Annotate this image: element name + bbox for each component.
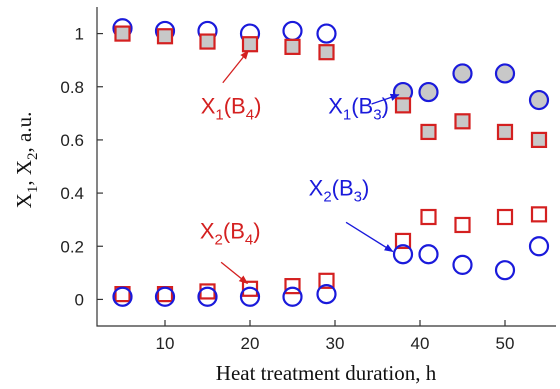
data-point-square: [284, 278, 301, 295]
data-point-square: [496, 208, 514, 226]
annotation-arrow: [220, 261, 249, 285]
annotation-arrow: [345, 221, 394, 253]
data-point-square: [241, 280, 259, 297]
axes: 10 20 30 40 50 0 0.2 0.4 0.6 0.8 1: [60, 7, 556, 353]
data-marks: [112, 18, 550, 307]
data-point-square: [318, 272, 335, 289]
data-point-square: [318, 44, 335, 61]
data-point-circle: [282, 286, 303, 307]
y-tick-label: 0: [75, 290, 84, 309]
annotation-label: X2(B4): [200, 218, 261, 248]
data-point-square: [284, 38, 301, 55]
data-point-square: [496, 123, 514, 141]
annotations: X1(B4) X1(B3) X2(B4) X2(B3): [200, 50, 400, 285]
data-point-square: [530, 131, 548, 149]
data-point-square: [199, 33, 216, 50]
data-point-circle: [418, 244, 439, 265]
data-point-circle: [154, 286, 176, 307]
annotation-label: X1(B4): [201, 93, 262, 123]
x-tick-label: 30: [326, 334, 345, 353]
data-point-square: [156, 28, 174, 45]
data-point-square: [114, 25, 131, 42]
data-point-circle: [494, 260, 516, 281]
data-point-circle: [392, 244, 414, 265]
data-point-circle: [494, 63, 516, 84]
data-point-square: [454, 113, 471, 130]
data-point-circle: [528, 236, 550, 257]
y-tick-label: 0.2: [60, 237, 84, 256]
data-point-circle: [452, 63, 473, 84]
data-point-circle: [239, 286, 261, 307]
data-point-circle: [528, 89, 550, 111]
annotation-arrow: [371, 93, 400, 105]
annotation-arrow: [222, 50, 249, 84]
axis-frame: [96, 7, 556, 327]
data-point-circle: [112, 286, 133, 307]
data-point-circle: [197, 286, 218, 307]
annotation-label: X2(B3): [309, 176, 370, 206]
annotation-label: X1(B3): [328, 93, 389, 123]
data-point-square: [394, 232, 412, 250]
data-point-circle: [316, 23, 337, 44]
data-point-square: [454, 216, 471, 234]
data-point-square: [420, 123, 437, 141]
y-tick-label: 0.8: [60, 78, 84, 97]
data-point-square: [530, 206, 548, 223]
data-point-circle: [316, 284, 337, 305]
data-point-square: [394, 97, 412, 114]
data-point-square: [420, 208, 437, 226]
data-point-circle: [282, 20, 303, 42]
x-axis-title: Heat treatment duration, h: [216, 361, 437, 385]
x-tick-label: 40: [411, 334, 430, 353]
data-point-circle: [452, 254, 473, 275]
data-point-square: [241, 36, 259, 53]
x-tick-label: 50: [496, 334, 515, 353]
x-tick-label: 10: [156, 334, 175, 353]
data-point-circle: [418, 81, 439, 103]
x-tick-label: 20: [241, 334, 260, 353]
y-tick-label: 0.4: [60, 184, 84, 203]
y-axis-title: X1, X2, a.u.: [12, 112, 41, 209]
data-point-square: [199, 283, 216, 300]
y-tick-label: 1: [75, 25, 84, 44]
y-tick-label: 0.6: [60, 131, 84, 150]
